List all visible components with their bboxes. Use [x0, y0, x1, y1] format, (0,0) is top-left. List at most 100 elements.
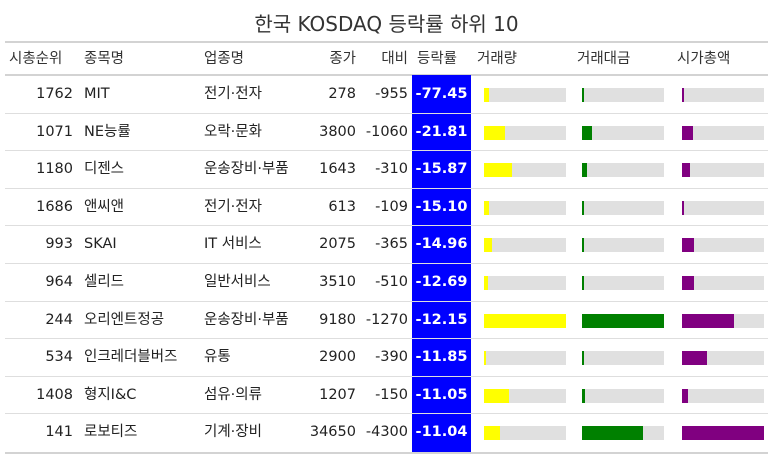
table-row: 534 인크레더블버즈 유통 2900 -390 -11.85 [5, 339, 768, 377]
cell-rank: 964 [45, 274, 73, 290]
market-cap-bar-track [682, 351, 764, 366]
cell-close: 2900 [319, 349, 356, 366]
cell-rank: 1686 [36, 198, 73, 215]
volume-bar-track [484, 388, 566, 403]
market-cap-bar-track [682, 125, 764, 140]
cell-rank: 141 [45, 424, 73, 441]
header-divider [5, 74, 768, 76]
cell-sector: 오락·문화 [204, 123, 262, 140]
cell-change: -4300 [365, 424, 408, 441]
table-row: 1180 디젠스 운송장비·부품 1643 -310 -15.87 [5, 151, 768, 189]
cell-close: 9180 [319, 311, 356, 328]
table-row: 993 SKAI IT 서비스 2075 -365 -14.96 [5, 226, 768, 264]
volume-bar-track [484, 200, 566, 215]
trade-value-bar [582, 88, 584, 102]
market-cap-bar-track [682, 238, 764, 253]
table-row: 1408 형지I&C 섬유·의류 1207 -150 -11.05 [5, 377, 768, 415]
cell-sector: 기계·장비 [204, 424, 262, 441]
cell-sector: 전기·전자 [204, 198, 262, 215]
market-cap-bar [682, 88, 684, 102]
volume-bar-track [484, 125, 566, 140]
cell-sector: 운송장비·부품 [204, 311, 289, 328]
trade-value-bar-track [582, 163, 664, 178]
header-close: 종가 [329, 51, 356, 67]
table-row: 1071 NE능률 오락·문화 3800 -1060 -21.81 [5, 114, 768, 152]
row-divider [5, 187, 768, 189]
cell-rank: 1180 [36, 161, 73, 178]
table-row: 244 오리엔트정공 운송장비·부품 9180 -1270 -12.15 [5, 302, 768, 340]
volume-bar [484, 276, 489, 290]
volume-bar [484, 351, 487, 366]
row-divider [5, 338, 768, 340]
market-cap-bar [682, 200, 685, 215]
market-cap-bar-track [682, 276, 764, 290]
cell-rate: -15.10 [415, 198, 468, 215]
trade-value-bar [582, 238, 584, 253]
table-row: 1762 MIT 전기·전자 278 -955 -77.45 [5, 76, 768, 114]
cell-sector: 운송장비·부품 [204, 161, 289, 178]
trade-value-bar [582, 163, 587, 178]
market-cap-bar [682, 163, 691, 178]
cell-rank: 534 [45, 349, 73, 366]
cell-sector: 유통 [204, 349, 231, 366]
volume-bar [484, 426, 501, 441]
row-divider [5, 150, 768, 152]
row-divider [5, 262, 768, 264]
cell-change: -510 [375, 274, 408, 290]
cell-name: 셀리드 [84, 274, 125, 290]
market-cap-bar [682, 388, 688, 403]
market-cap-bar-track [682, 88, 764, 102]
trade-value-bar-track [582, 426, 664, 441]
trade-value-bar [582, 125, 592, 140]
market-cap-bar-track [682, 163, 764, 178]
cell-change: -365 [375, 236, 408, 253]
market-cap-bar [682, 238, 695, 253]
volume-bar [484, 125, 506, 140]
cell-change: -1270 [365, 311, 408, 328]
volume-bar [484, 88, 489, 102]
cell-rate: -14.96 [415, 236, 468, 253]
volume-bar-track [484, 426, 566, 441]
cell-sector: IT 서비스 [204, 236, 262, 253]
title-divider [5, 41, 768, 43]
cell-sector: 전기·전자 [204, 86, 262, 102]
header-rate: 등락률 [417, 51, 458, 67]
cell-rate: -21.81 [415, 123, 468, 140]
cell-rank: 993 [45, 236, 73, 253]
cell-rate: -11.04 [415, 424, 468, 441]
cell-close: 613 [328, 198, 356, 215]
trade-value-bar-track [582, 351, 664, 366]
cell-close: 2075 [319, 236, 356, 253]
market-cap-bar-track [682, 388, 764, 403]
trade-value-bar [582, 351, 584, 366]
cell-close: 278 [328, 86, 356, 102]
cell-change: -955 [375, 86, 408, 102]
cell-close: 3510 [319, 274, 356, 290]
header-rank: 시총순위 [9, 51, 63, 67]
trade-value-bar-track [582, 388, 664, 403]
row-divider [5, 413, 768, 415]
cell-change: -310 [375, 161, 408, 178]
trade-value-bar-track [582, 125, 664, 140]
trade-value-bar-track [582, 200, 664, 215]
volume-bar [484, 313, 566, 328]
header-sector: 업종명 [204, 51, 245, 67]
cell-sector: 섬유·의류 [204, 386, 262, 403]
cell-change: -109 [375, 198, 408, 215]
row-divider [5, 225, 768, 227]
market-cap-bar [682, 313, 734, 328]
table-bottom-divider [5, 452, 768, 454]
table-row: 964 셀리드 일반서비스 3510 -510 -12.69 [5, 264, 768, 302]
trade-value-bar [582, 276, 584, 290]
market-cap-bar [682, 426, 764, 441]
cell-close: 3800 [319, 123, 356, 140]
market-cap-bar-track [682, 313, 764, 328]
cell-rank: 1071 [36, 123, 73, 140]
cell-name: 디젠스 [84, 161, 125, 178]
volume-bar [484, 163, 512, 178]
cell-rate: -12.15 [415, 311, 468, 328]
cell-name: 로보티즈 [84, 424, 138, 441]
market-cap-bar [682, 351, 708, 366]
trade-value-bar-track [582, 276, 664, 290]
row-divider [5, 375, 768, 377]
